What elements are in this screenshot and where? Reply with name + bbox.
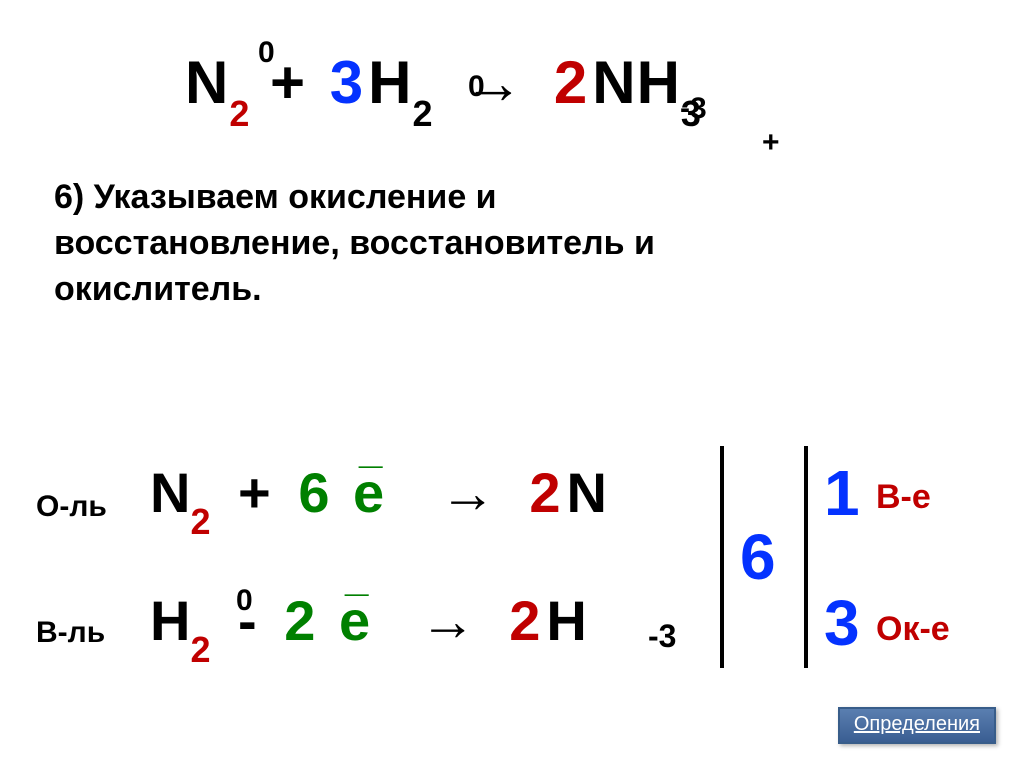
definitions-button[interactable]: Определения <box>838 707 996 744</box>
hr2-arrow: → <box>420 589 476 652</box>
hr2-e: е_ <box>339 589 370 652</box>
divider-2 <box>804 446 808 668</box>
h-ox-state-prod: + <box>762 126 1024 160</box>
hr2-h: Н <box>150 589 190 652</box>
hr2-h-sub: 2 <box>190 629 210 670</box>
hr1-e6: 6 <box>298 461 329 524</box>
reducer-label: В-ль <box>36 616 105 650</box>
hr1-n: N <box>150 461 190 524</box>
hr1-arrow: → <box>440 461 496 524</box>
instruction-text: 6) Указываем окисление и восстановление,… <box>54 175 774 313</box>
hr2-e2: 2 <box>284 589 315 652</box>
h-sub: 2 <box>412 93 433 134</box>
hr2-minus: - <box>238 589 257 652</box>
process-top-label: В-е <box>876 478 931 517</box>
divider-1 <box>720 446 724 668</box>
hr2-hr: Н <box>546 589 586 652</box>
lcm-value: 6 <box>740 520 776 594</box>
hr1-e: е_ <box>353 461 384 524</box>
n-ox-state-prod: -3 <box>680 92 1024 126</box>
hr1-plus: + <box>238 461 271 524</box>
oxidizer-label: О-ль <box>36 490 107 524</box>
process-bot-label: Oк-е <box>876 610 950 649</box>
hr2-coef2: 2 <box>509 589 540 652</box>
mult-bot: 3 <box>824 586 860 660</box>
hr1-nr: N <box>566 461 606 524</box>
n-ox-state: 0 <box>258 36 1024 70</box>
mult-top: 1 <box>824 456 860 530</box>
half-reaction-2: Н2 - 2 е_ → 2Н <box>150 588 587 661</box>
n-symbol: N <box>185 49 229 116</box>
hr1-n-sub: 2 <box>190 501 210 542</box>
n-sub: 2 <box>229 93 250 134</box>
hr1-coef2: 2 <box>529 461 560 524</box>
half-reaction-1: N2 + 6 е_ → 2N <box>150 460 607 533</box>
